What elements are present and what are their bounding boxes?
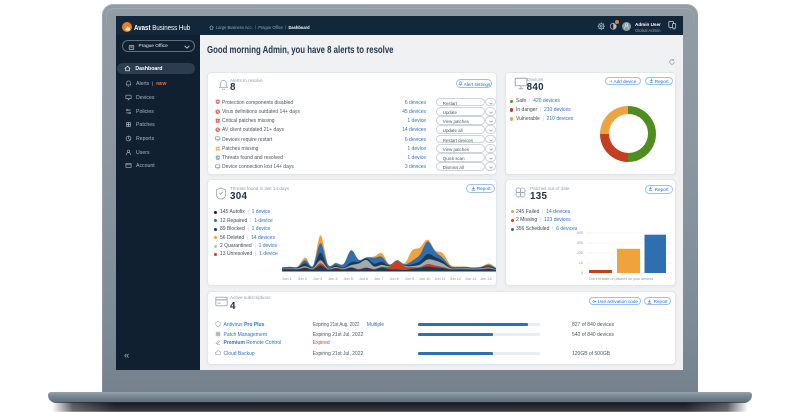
svg-text:400: 400 [577, 231, 583, 235]
svg-text:300: 300 [577, 241, 583, 245]
svg-text:200: 200 [577, 251, 583, 255]
svg-text:10: 10 [579, 261, 583, 265]
svg-text:0: 0 [581, 271, 583, 275]
